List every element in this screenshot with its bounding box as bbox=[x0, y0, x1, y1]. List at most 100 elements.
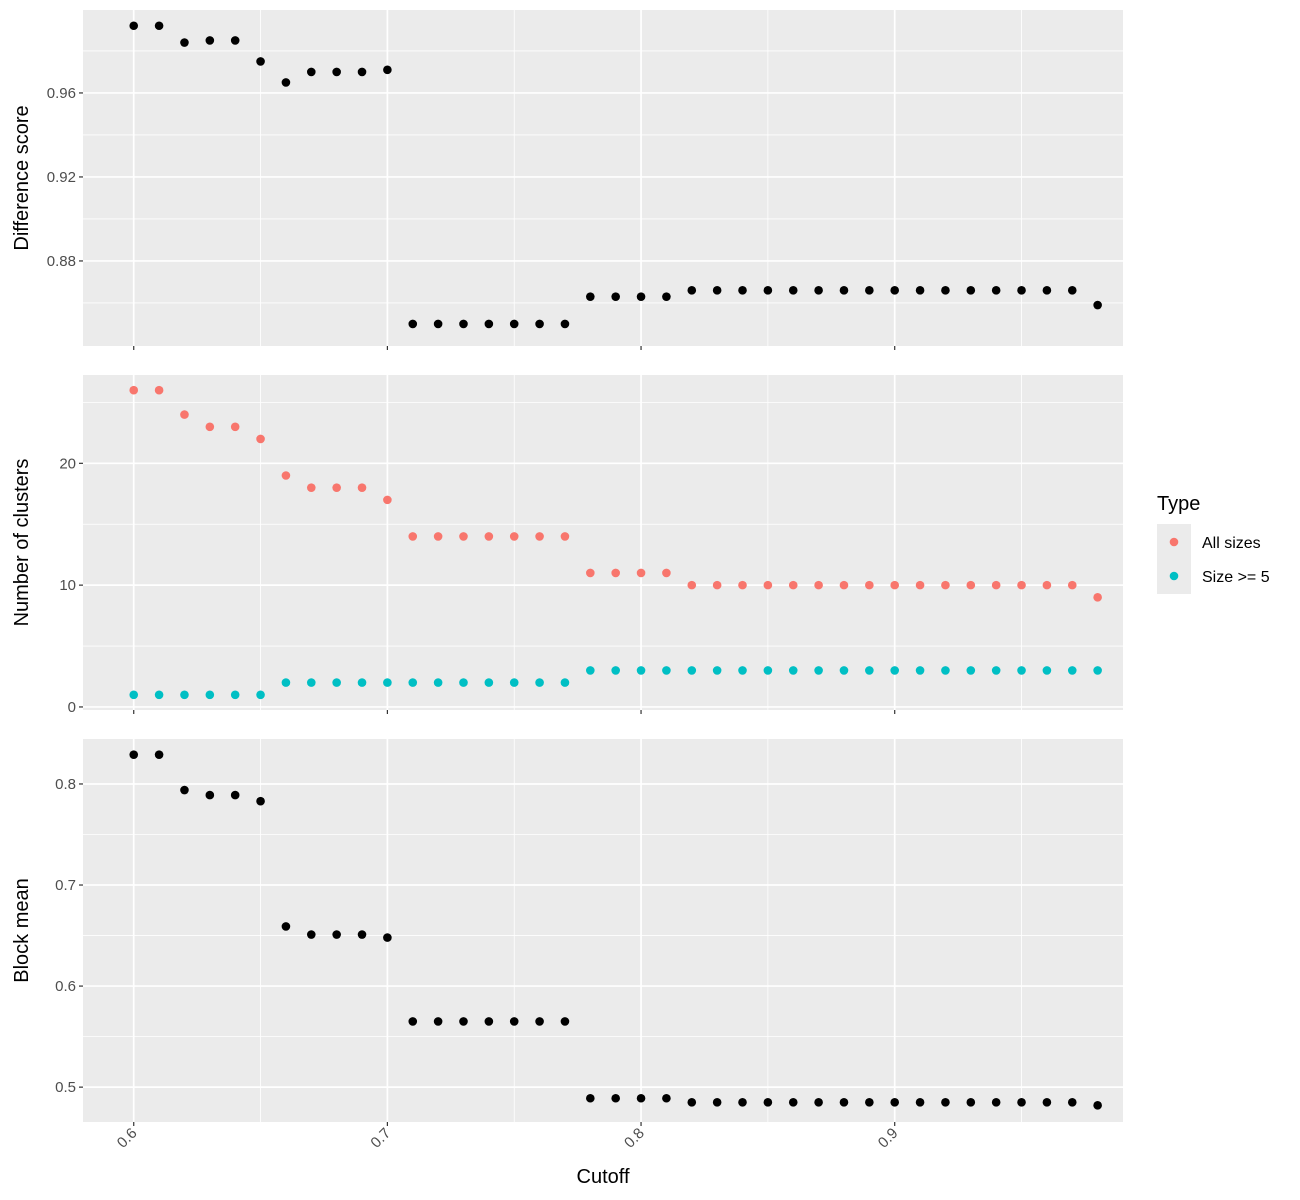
data-point bbox=[662, 292, 671, 301]
data-point bbox=[509, 319, 519, 329]
data-point bbox=[763, 580, 773, 590]
data-point bbox=[865, 1097, 874, 1107]
data-point bbox=[129, 385, 139, 395]
data-point bbox=[205, 422, 215, 432]
data-point bbox=[332, 67, 341, 77]
x-tick-label: 0.9 bbox=[875, 1125, 902, 1152]
data-point bbox=[763, 286, 773, 295]
legend-label-size-ge-5: Size >= 5 bbox=[1202, 569, 1270, 586]
data-point bbox=[129, 21, 139, 31]
data-point bbox=[433, 1017, 443, 1026]
data-point bbox=[408, 319, 418, 329]
panel-background bbox=[83, 739, 1123, 1122]
data-point bbox=[611, 666, 620, 675]
series-2 bbox=[129, 666, 1102, 700]
data-point bbox=[915, 286, 925, 295]
data-point bbox=[433, 532, 443, 541]
data-point bbox=[1093, 593, 1102, 602]
legend-key-size-ge-5 bbox=[1169, 571, 1179, 581]
data-point bbox=[611, 292, 620, 301]
data-point bbox=[839, 1097, 849, 1107]
x-axis-title: Cutoff bbox=[577, 1166, 630, 1188]
data-point bbox=[1067, 1097, 1077, 1107]
x-tick-labels: 0.6 0.7 0.8 0.9 bbox=[114, 1125, 902, 1152]
data-point bbox=[154, 21, 164, 31]
y-tick-label: 0.6 bbox=[55, 978, 76, 995]
y-tick-label: 0.88 bbox=[47, 253, 76, 270]
data-point bbox=[738, 666, 747, 675]
data-point bbox=[1017, 666, 1026, 675]
y-tick-label: 0.92 bbox=[47, 169, 76, 186]
x-tick-label: 0.6 bbox=[114, 1125, 141, 1152]
panel-3: 0.5 0.6 0.7 0.8 Block mean bbox=[11, 739, 1123, 1126]
data-point bbox=[814, 286, 823, 295]
data-point bbox=[357, 930, 367, 939]
data-point bbox=[230, 690, 240, 700]
data-point bbox=[712, 580, 722, 590]
data-point bbox=[636, 1093, 646, 1103]
data-point bbox=[662, 1093, 671, 1103]
data-point bbox=[281, 471, 291, 480]
data-point bbox=[256, 434, 265, 444]
data-point bbox=[306, 930, 316, 939]
data-point bbox=[1093, 1101, 1102, 1110]
data-point bbox=[180, 690, 189, 700]
panel-background bbox=[83, 375, 1123, 710]
legend-title: Type bbox=[1157, 493, 1200, 515]
y-tick-label: 20 bbox=[59, 455, 76, 472]
data-point bbox=[357, 67, 367, 77]
data-point bbox=[814, 580, 823, 590]
data-point bbox=[636, 292, 646, 301]
y-tick-label: 0 bbox=[68, 699, 76, 716]
data-point bbox=[890, 286, 900, 295]
data-point bbox=[332, 483, 341, 492]
data-point bbox=[991, 666, 1001, 675]
data-point bbox=[890, 1097, 900, 1107]
data-point bbox=[1067, 580, 1077, 590]
data-point bbox=[560, 678, 570, 687]
data-point bbox=[332, 678, 341, 687]
data-point bbox=[459, 678, 468, 687]
data-point bbox=[662, 568, 671, 578]
data-point bbox=[180, 38, 189, 47]
data-point bbox=[484, 1017, 494, 1026]
data-point bbox=[966, 1097, 976, 1107]
data-point bbox=[586, 568, 595, 578]
data-point bbox=[560, 1017, 570, 1026]
data-point bbox=[662, 666, 671, 675]
data-point bbox=[839, 580, 849, 590]
series-1 bbox=[129, 21, 1102, 329]
data-point bbox=[509, 532, 519, 541]
y-tick-label: 0.5 bbox=[55, 1079, 76, 1096]
y-axis-title: Block mean bbox=[11, 878, 33, 983]
data-point bbox=[788, 666, 798, 675]
data-point bbox=[383, 65, 392, 75]
data-point bbox=[459, 1017, 468, 1026]
data-point bbox=[586, 1093, 595, 1103]
data-point bbox=[1017, 580, 1026, 590]
data-point bbox=[205, 36, 215, 45]
panel-2: 0 10 20 Number of clusters bbox=[11, 375, 1123, 716]
data-point bbox=[1042, 666, 1052, 675]
data-point bbox=[712, 286, 722, 295]
data-point bbox=[941, 1097, 950, 1107]
data-point bbox=[814, 666, 823, 675]
x-tick-label: 0.8 bbox=[621, 1125, 648, 1152]
data-point bbox=[256, 690, 265, 700]
data-point bbox=[484, 319, 494, 329]
data-point bbox=[1093, 666, 1102, 675]
data-point bbox=[306, 678, 316, 687]
data-point bbox=[383, 495, 392, 505]
data-point bbox=[509, 678, 519, 687]
data-point bbox=[788, 580, 798, 590]
data-point bbox=[966, 666, 976, 675]
data-point bbox=[915, 666, 925, 675]
data-point bbox=[586, 292, 595, 301]
y-axis-title: Number of clusters bbox=[11, 459, 33, 627]
data-point bbox=[332, 930, 341, 939]
data-point bbox=[509, 1017, 519, 1026]
data-point bbox=[154, 385, 164, 395]
data-point bbox=[433, 678, 443, 687]
data-point bbox=[306, 483, 316, 492]
